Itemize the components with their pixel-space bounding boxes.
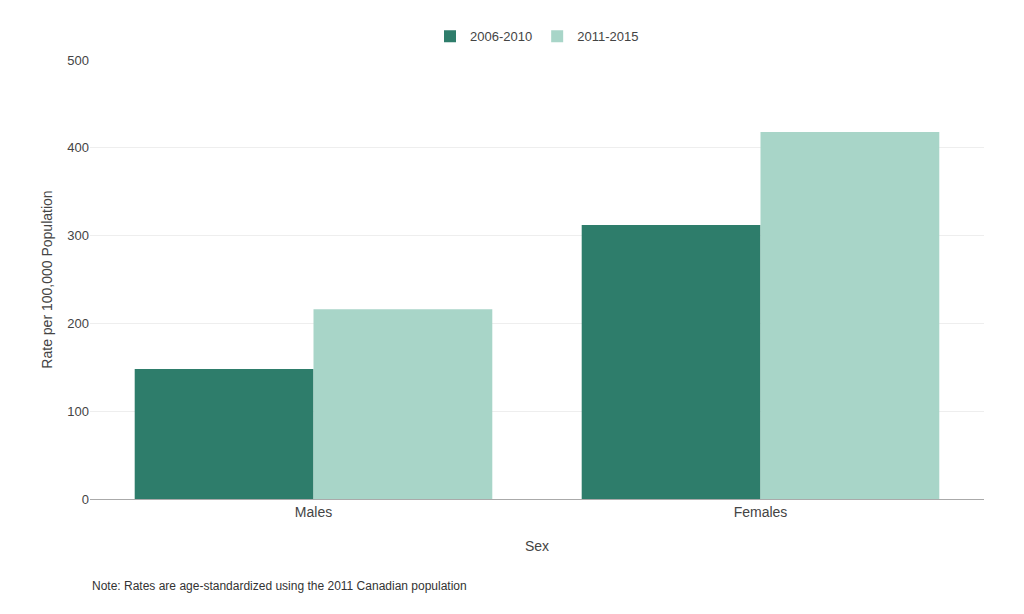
svg-text:400: 400 — [67, 140, 89, 155]
svg-text:300: 300 — [67, 228, 89, 243]
svg-text:Rate per 100,000 Population: Rate per 100,000 Population — [39, 190, 55, 368]
svg-text:Males: Males — [295, 504, 332, 520]
svg-text:2006-2010: 2006-2010 — [470, 29, 532, 44]
svg-text:100: 100 — [67, 404, 89, 419]
svg-text:Females: Females — [734, 504, 788, 520]
svg-text:Sex: Sex — [525, 538, 549, 554]
svg-text:500: 500 — [67, 53, 89, 68]
svg-text:200: 200 — [67, 316, 89, 331]
svg-text:2011-2015: 2011-2015 — [577, 29, 638, 44]
svg-text:Note: Rates are age-standardiz: Note: Rates are age-standardized using t… — [92, 579, 467, 593]
svg-text:0: 0 — [82, 492, 89, 507]
